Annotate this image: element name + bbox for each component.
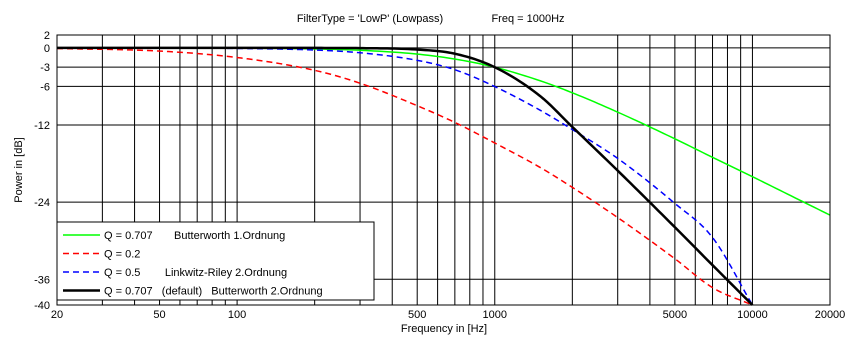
y-tick-label: -6 (40, 81, 50, 93)
series-line-1 (56, 47, 753, 306)
x-tick-label: 100 (228, 309, 246, 321)
y-tick-label: -3 (40, 62, 50, 74)
y-tick-label: -24 (34, 197, 50, 209)
legend-box (56, 221, 375, 301)
y-tick-label: -40 (34, 300, 50, 312)
x-tick-label: 50 (153, 309, 165, 321)
y-tick-label: 2 (44, 30, 50, 42)
y-tick-label: 0 (44, 43, 50, 55)
legend-label-3: Q = 0.707 (default) Butterworth 2.Ordnun… (104, 286, 323, 298)
x-tick-label: 500 (408, 309, 426, 321)
series-line-3 (57, 46, 754, 306)
x-axis-label: Frequency in [Hz] (401, 323, 487, 335)
legend: Q = 0.707 Butterworth 1.Ordnung Q = 0.2 Q … (56, 221, 375, 301)
x-tick-label: 1000 (483, 309, 507, 321)
y-tick-label: -36 (34, 274, 50, 286)
legend-label-1: Q = 0.2 (104, 249, 140, 261)
x-tick-label: 10000 (737, 309, 768, 321)
x-tick-label: 5000 (663, 309, 687, 321)
x-tick-label: 20 (51, 309, 63, 321)
legend-label-2: Q = 0.5 Linkwitz-Riley 2.Ordnung (104, 267, 287, 279)
plot-frame (56, 34, 831, 306)
y-tick-label: -12 (34, 120, 50, 132)
legend-label-0: Q = 0.707 Butterworth 1.Ordnung (104, 230, 285, 242)
series-lines (56, 46, 831, 306)
x-tick-label: 20000 (815, 309, 846, 321)
y-axis-label: Power in [dB] (13, 137, 25, 202)
axis-ticks: 20 50 100 500 1000 5000 10000 20000 20 -3 -6 -12 -24… (34, 30, 845, 321)
chart-title: FilterType = 'LowP' (Lowpass) (297, 13, 443, 25)
chart-subtitle: Freq = 1000Hz (491, 13, 564, 25)
